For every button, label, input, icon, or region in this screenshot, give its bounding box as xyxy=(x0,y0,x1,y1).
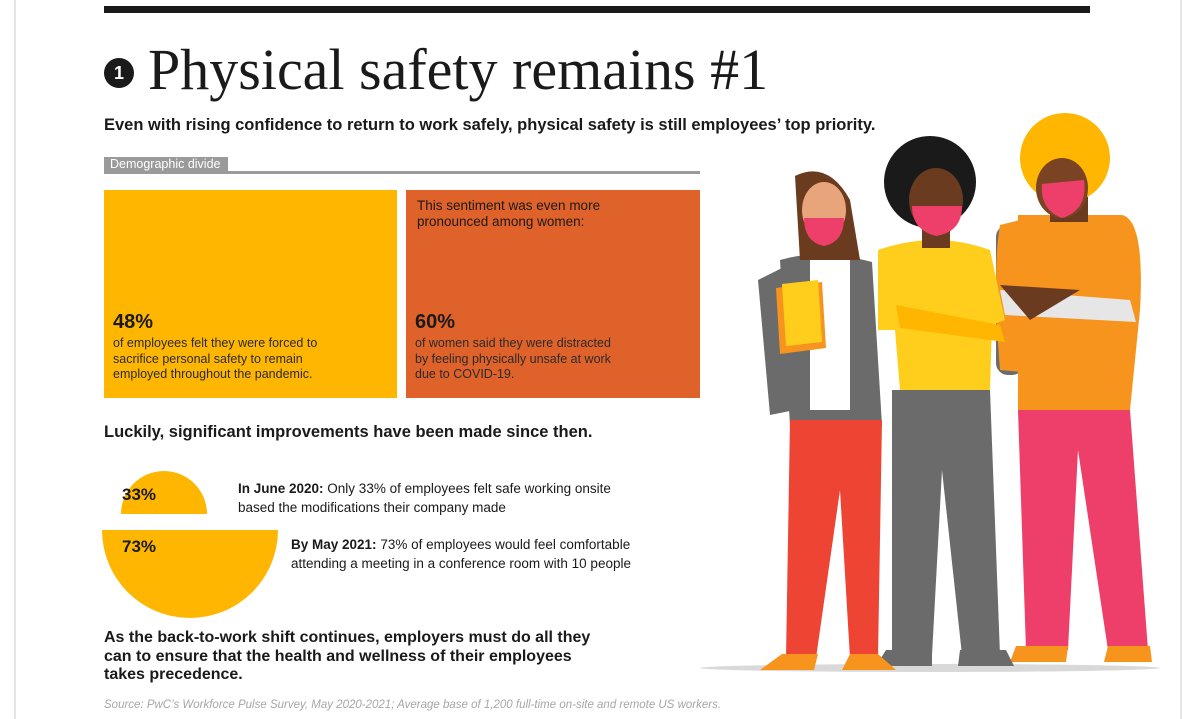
half-pie-2020 xyxy=(121,471,207,514)
stat-description-line: by feeling physically unsafe at work xyxy=(415,351,611,366)
stat-card-fill xyxy=(406,190,700,398)
half-pie-2021 xyxy=(102,530,278,618)
improvement-line: 73% of employees would feel comfortable xyxy=(376,537,631,552)
worker-curly-hair xyxy=(876,136,1014,666)
improvement-text-2020: In June 2020: Only 33% of employees felt… xyxy=(238,479,611,517)
stat-percent: 48% xyxy=(113,311,154,333)
pie-percent-label: 73% xyxy=(122,537,157,556)
page-frame-left xyxy=(14,0,16,719)
section-tag-rule xyxy=(104,171,700,174)
closing-line: As the back-to-work shift continues, emp… xyxy=(104,629,591,646)
improvement-date: By May 2021: xyxy=(291,537,377,552)
stat-card-intro-line: pronounced among women: xyxy=(417,214,585,229)
stat-description-line: of employees felt they were forced to xyxy=(113,336,318,350)
stat-percent: 60% xyxy=(415,311,456,333)
stat-card-fill xyxy=(104,190,397,398)
half-pie-slice xyxy=(102,530,278,618)
top-rule xyxy=(104,6,1090,13)
stat-description-line: of women said they were distracted xyxy=(415,336,611,350)
worker-long-hair xyxy=(758,171,896,670)
closing-line: can to ensure that the health and wellne… xyxy=(104,647,572,665)
source-note: Source: PwC’s Workforce Pulse Survey, Ma… xyxy=(104,699,722,711)
page-subtitle: Even with rising confidence to return to… xyxy=(104,116,876,134)
stat-card-women: This sentiment was even more pronounced … xyxy=(406,190,700,398)
half-pie-slice xyxy=(121,471,207,514)
closing-statement: As the back-to-work shift continues, emp… xyxy=(104,629,664,685)
stat-card-intro-line: This sentiment was even more xyxy=(417,198,601,213)
improvement-line: based the modifications their company ma… xyxy=(238,500,506,515)
stat-card-employees: 48% of employees felt they were forced t… xyxy=(104,190,397,398)
improvement-line: attending a meeting in a conference room… xyxy=(291,556,631,571)
page-frame-right xyxy=(1180,0,1182,719)
stat-description-line: employed throughout the pandemic. xyxy=(113,367,313,381)
pie-percent-label: 33% xyxy=(122,485,157,504)
stat-description-line: due to COVID-19. xyxy=(415,367,515,381)
title-row: 1 Physical safety remains #1 xyxy=(104,38,768,102)
three-masked-workers-illustration xyxy=(700,113,1160,672)
page-title: Physical safety remains #1 xyxy=(148,37,769,102)
worker-turban xyxy=(996,113,1152,662)
stat-card-intro: This sentiment was even more pronounced … xyxy=(417,198,687,230)
closing-line: takes precedence. xyxy=(104,666,243,683)
improvements-heading: Luckily, significant improvements have b… xyxy=(104,423,593,441)
step-number-badge: 1 xyxy=(104,58,134,88)
stat-description: of employees felt they were forced to sa… xyxy=(113,336,383,383)
stat-description: of women said they were distracted by fe… xyxy=(415,336,685,383)
improvement-line: Only 33% of employees felt safe working … xyxy=(323,481,611,496)
section-tag: Demographic divide xyxy=(104,157,229,172)
improvement-text-2021: By May 2021: 73% of employees would feel… xyxy=(291,535,631,573)
improvement-date: In June 2020: xyxy=(238,481,324,496)
stat-description-line: sacrifice personal safety to remain xyxy=(113,351,303,366)
